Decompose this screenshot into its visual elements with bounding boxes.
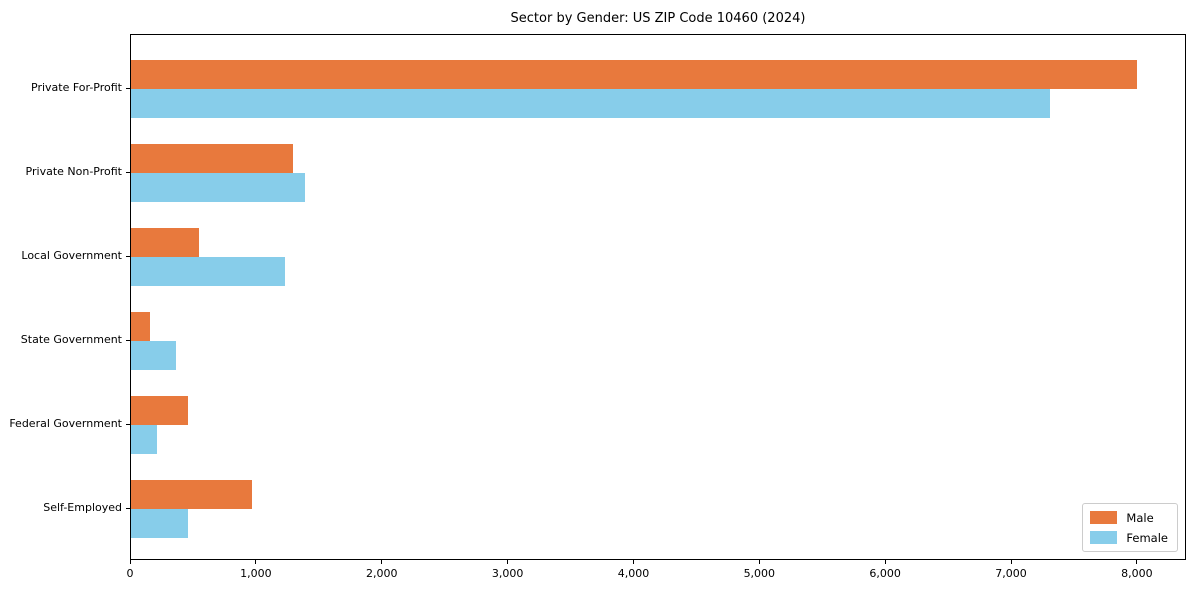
x-tick-mark bbox=[507, 560, 509, 564]
x-tick-label: 4,000 bbox=[617, 567, 650, 580]
y-tick-mark bbox=[126, 256, 130, 257]
legend-swatch-male-icon bbox=[1090, 511, 1118, 524]
x-tick-label: 7,000 bbox=[995, 567, 1027, 580]
y-tick-label: Private Non-Profit bbox=[25, 165, 122, 178]
plot-area: Male Female bbox=[130, 34, 1186, 560]
x-tick-mark bbox=[632, 560, 634, 564]
x-tick-mark bbox=[1010, 560, 1012, 564]
bar-female-3 bbox=[131, 341, 176, 370]
bar-female-4 bbox=[131, 425, 157, 454]
y-tick-mark bbox=[126, 508, 130, 509]
x-tick-label: 0 bbox=[126, 567, 134, 580]
bar-female-0 bbox=[131, 89, 1050, 118]
x-tick-label: 2,000 bbox=[365, 567, 398, 580]
chart-title: Sector by Gender: US ZIP Code 10460 (202… bbox=[510, 11, 806, 26]
legend-item-female: Female bbox=[1090, 530, 1168, 545]
x-tick-label: 5,000 bbox=[743, 567, 776, 580]
y-tick-label: Local Government bbox=[21, 249, 122, 262]
y-tick-mark bbox=[126, 172, 130, 173]
x-tick-label: 6,000 bbox=[869, 567, 901, 580]
bar-male-5 bbox=[131, 480, 252, 509]
x-tick-mark bbox=[255, 560, 257, 564]
x-tick-label: 1,000 bbox=[240, 567, 272, 580]
y-tick-label: Private For-Profit bbox=[31, 81, 122, 94]
y-tick-label: Self-Employed bbox=[43, 501, 122, 514]
bar-male-3 bbox=[131, 312, 150, 341]
x-tick-mark bbox=[884, 560, 886, 564]
bar-male-0 bbox=[131, 60, 1137, 89]
y-tick-label: Federal Government bbox=[9, 417, 122, 430]
x-tick-mark bbox=[758, 560, 760, 564]
bar-male-4 bbox=[131, 396, 188, 425]
y-tick-label: State Government bbox=[20, 333, 122, 346]
bar-female-5 bbox=[131, 509, 188, 538]
bar-female-2 bbox=[131, 257, 285, 286]
legend-item-male: Male bbox=[1090, 510, 1168, 525]
bar-male-2 bbox=[131, 228, 199, 257]
x-tick-label: 8,000 bbox=[1121, 567, 1153, 580]
legend-swatch-female-icon bbox=[1090, 531, 1118, 544]
x-tick-mark bbox=[1136, 560, 1138, 564]
y-tick-mark bbox=[126, 88, 130, 89]
legend-label-female: Female bbox=[1126, 530, 1168, 545]
x-tick-mark bbox=[381, 560, 383, 564]
legend: Male Female bbox=[1082, 503, 1178, 552]
bar-female-1 bbox=[131, 173, 305, 202]
x-tick-mark bbox=[129, 560, 131, 564]
y-tick-mark bbox=[126, 340, 130, 341]
bar-male-1 bbox=[131, 144, 293, 173]
y-tick-mark bbox=[126, 424, 130, 425]
legend-label-male: Male bbox=[1126, 510, 1154, 525]
x-tick-label: 3,000 bbox=[491, 567, 524, 580]
